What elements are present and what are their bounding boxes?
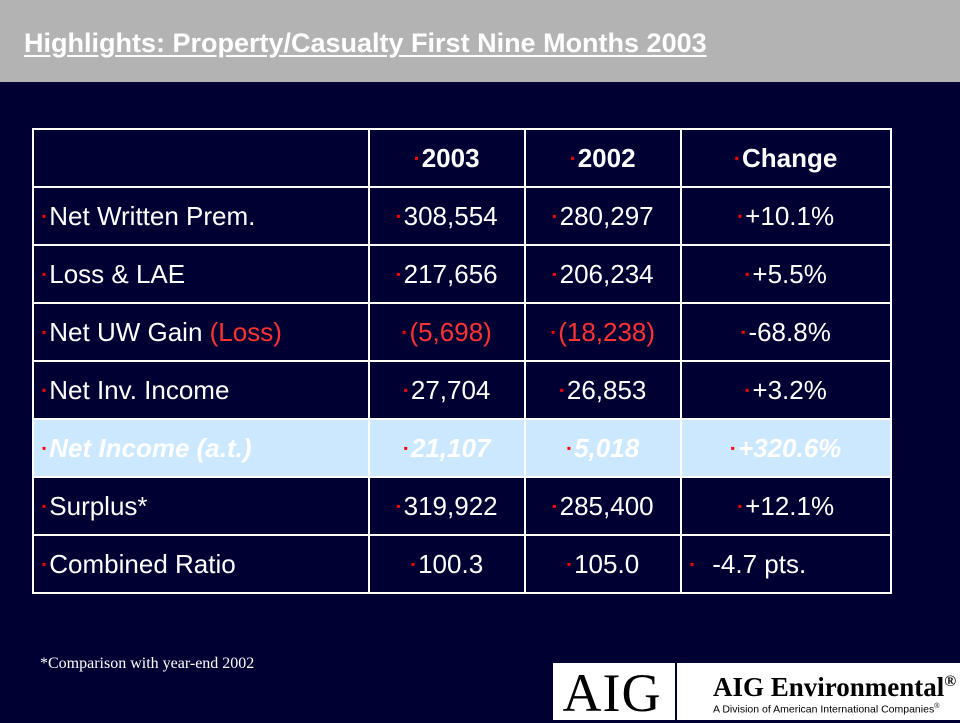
bullet-icon: ▪ [745,382,750,397]
value-2002: ▪ 285,400 [524,476,682,536]
value-2002: ▪ 206,234 [524,244,682,304]
value-change: ▪ +320.6% [680,418,892,478]
value-2002: ▪ 5,018 [524,418,682,478]
title-bar: Highlights: Property/Casualty First Nine… [0,0,960,82]
aig-logo: AIG [553,663,675,723]
table-row: ▪ Net Written Prem. ▪ 308,554 ▪ 280,297 ▪ +1… [32,186,892,246]
value-2003: ▪ 308,554 [368,186,526,246]
bullet-icon: ▪ [403,382,408,397]
header-cell-2002: ▪ 2002 [524,128,682,188]
value-change: ▪ +3.2% [680,360,892,420]
bullet-icon: ▪ [552,266,557,281]
table-row: ▪ Net Inv. Income ▪ 27,704 ▪ 26,853 ▪ +3.2% [32,360,892,420]
bullet-icon: ▪ [42,440,47,455]
table-header-row: ▪ 2003 ▪ 2002 ▪ Change [32,128,892,188]
footnote: *Comparison with year-end 2002 [40,655,255,672]
aig-logo-text: AIG [562,663,662,723]
value-2003: ▪ 319,922 [368,476,526,536]
value-2003: ▪ 27,704 [368,360,526,420]
row-label: ▪ Combined Ratio [32,534,370,594]
bullet-icon: ▪ [552,208,557,223]
bullet-icon: ▪ [559,382,564,397]
value-change: ▪ +10.1% [680,186,892,246]
highlights-table: ▪ 2003 ▪ 2002 ▪ Change ▪ Net Written Prem. ▪… [32,128,892,594]
row-label: ▪ Net Written Prem. [32,186,370,246]
value-2002: ▪ 280,297 [524,186,682,246]
bullet-icon: ▪ [566,440,572,455]
bullet-icon: ▪ [730,440,735,455]
bullet-icon: ▪ [566,556,572,571]
bullet-icon: ▪ [690,556,695,571]
bullet-icon: ▪ [396,266,401,281]
table-row-highlighted: ▪ Net Income (a.t.) ▪ 21,107 ▪ 5,018 ▪ +320.… [32,418,892,478]
bullet-icon: ▪ [42,208,47,223]
table-row: ▪ Loss & LAE ▪ 217,656 ▪ 206,234 ▪ +5.5% [32,244,892,304]
row-label: ▪ Net UW Gain (Loss) [32,302,370,362]
bullet-icon: ▪ [741,324,746,339]
value-2002: ▪ (18,238) [524,302,682,362]
bullet-icon: ▪ [42,382,47,397]
bullet-icon: ▪ [396,498,401,513]
bullet-icon: ▪ [403,440,408,455]
header-cell-empty [32,128,370,188]
table-row: ▪ Net UW Gain (Loss) ▪ (5,698) ▪ (18,238) ▪… [32,302,892,362]
bullet-icon: ▪ [396,208,401,223]
bullet-icon: ▪ [737,498,743,513]
loss-suffix: (Loss) [209,316,282,347]
row-label: ▪ Loss & LAE [32,244,370,304]
division-name: AIG Environmental® [713,672,957,702]
bullet-icon: ▪ [737,208,743,223]
value-2003: ▪ (5,698) [368,302,526,362]
row-label: ▪ Net Inv. Income [32,360,370,420]
header-cell-2003: ▪ 2003 [368,128,526,188]
bullet-icon: ▪ [42,266,47,281]
value-2002: ▪ 26,853 [524,360,682,420]
aig-environmental-logo: AIG Environmental® A Division of America… [677,663,960,720]
value-2003: ▪ 217,656 [368,244,526,304]
bullet-icon: ▪ [552,498,557,513]
value-change: ▪ +12.1% [680,476,892,536]
bullet-icon: ▪ [550,324,556,339]
value-change: ▪ -4.7 pts. [680,534,892,594]
bullet-icon: ▪ [42,498,47,513]
row-label: ▪ Surplus* [32,476,370,536]
division-subtitle: A Division of American International Com… [713,703,940,716]
bullet-icon: ▪ [414,150,419,165]
slide-title: Highlights: Property/Casualty First Nine… [24,28,707,58]
bullet-icon: ▪ [570,150,575,165]
table-row: ▪ Combined Ratio ▪ 100.3 ▪ 105.0 ▪ -4.7 pts. [32,534,892,594]
bullet-icon: ▪ [745,266,750,281]
bullet-icon: ▪ [42,324,47,339]
header-cell-change: ▪ Change [680,128,892,188]
bullet-icon: ▪ [402,324,407,339]
value-2003: ▪ 100.3 [368,534,526,594]
value-change: ▪ -68.8% [680,302,892,362]
value-2002: ▪ 105.0 [524,534,682,594]
bullet-icon: ▪ [410,556,416,571]
value-change: ▪ +5.5% [680,244,892,304]
table-row: ▪ Surplus* ▪ 319,922 ▪ 285,400 ▪ +12.1% [32,476,892,536]
bullet-icon: ▪ [734,150,739,165]
row-label: ▪ Net Income (a.t.) [32,418,370,478]
value-2003: ▪ 21,107 [368,418,526,478]
bullet-icon: ▪ [42,556,47,571]
